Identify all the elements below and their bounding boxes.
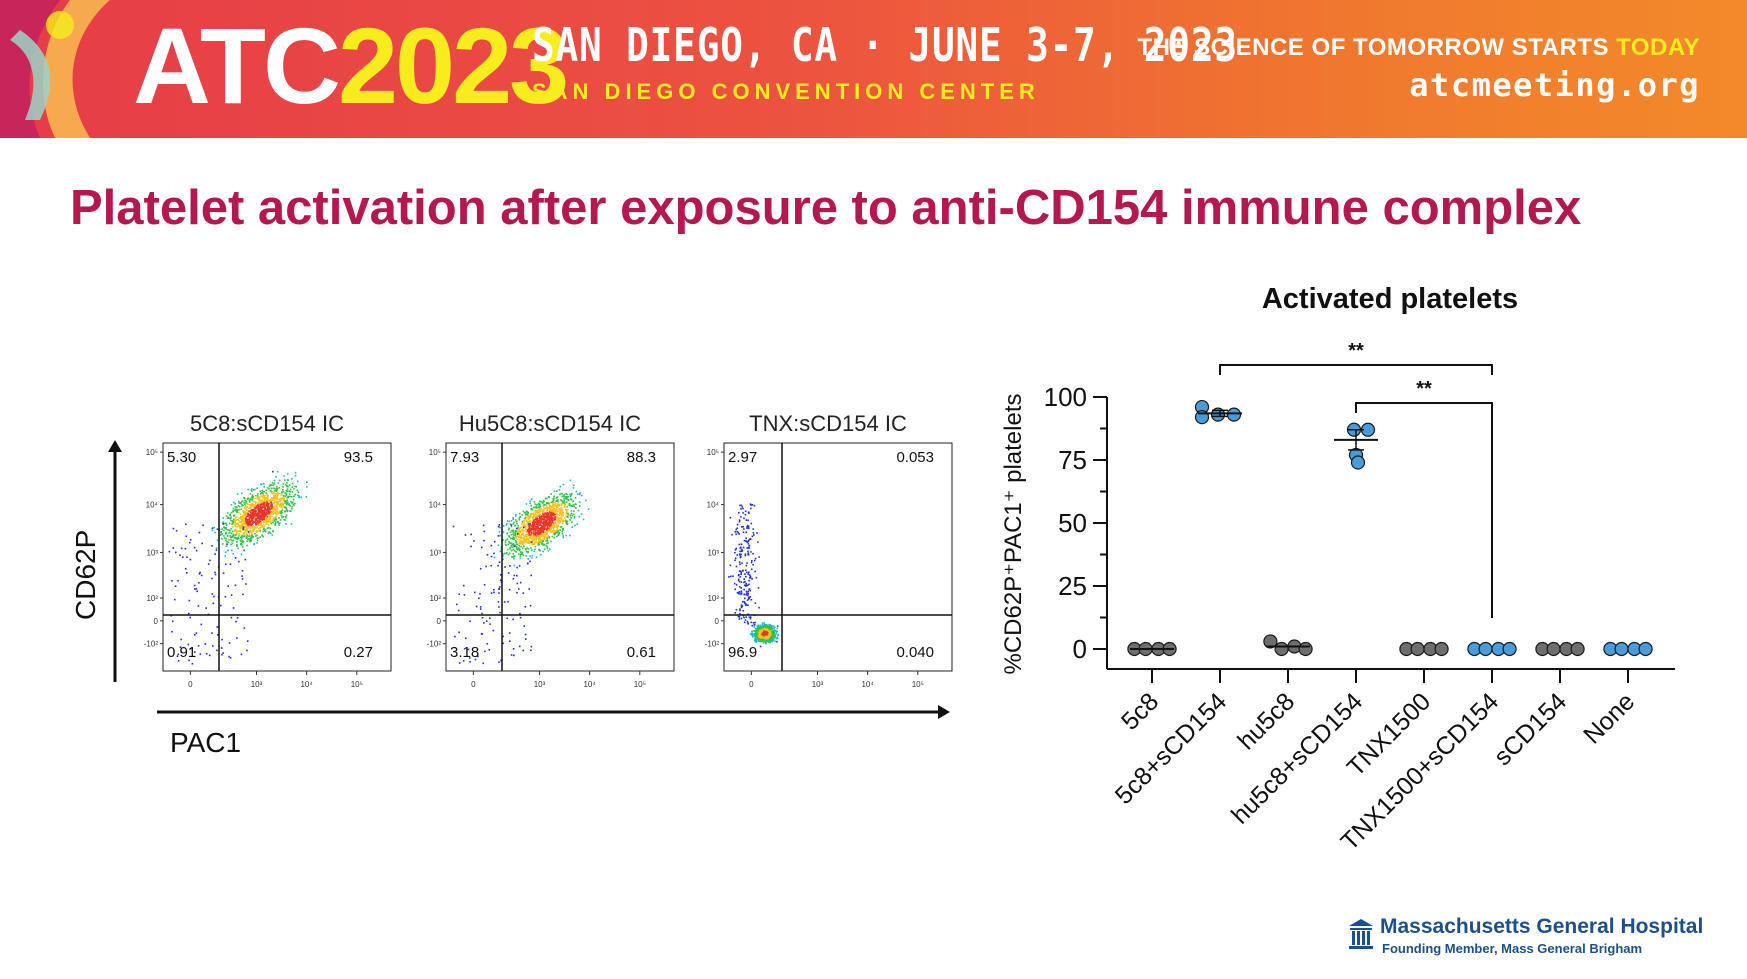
flow-x-tick-label: 10³ — [251, 680, 263, 689]
location-line: SAN DIEGO, CA · JUNE 3-7, 2023 — [532, 18, 1238, 72]
data-point — [1210, 407, 1226, 422]
y-tick-label: 25 — [1058, 571, 1087, 601]
flow-x-tick-label: 10³ — [812, 680, 824, 689]
flow-y-tick-label: 0 — [437, 617, 442, 626]
quadrant-upper-right: 93.5 — [344, 449, 373, 466]
flow-x-tick-label: 10⁵ — [634, 680, 646, 689]
flow-y-tick-label: 10² — [707, 594, 719, 603]
quadrant-upper-right: 88.3 — [627, 449, 656, 466]
flow-x-tick-label: 10⁴ — [300, 680, 313, 689]
data-point — [1546, 641, 1561, 657]
data-point — [1478, 641, 1493, 657]
quadrant-upper-left: 5.30 — [167, 449, 196, 466]
data-point — [1263, 634, 1278, 649]
flow-x-tick-label: 10³ — [534, 680, 546, 689]
flow-y-tick-label: 0 — [715, 617, 720, 626]
flow-y-tick-label: 10⁵ — [707, 448, 719, 457]
flow-panel-frame — [445, 442, 675, 672]
data-point — [1226, 407, 1242, 422]
quadrant-upper-left: 7.93 — [450, 449, 479, 466]
flow-y-tick-label: -10² — [705, 640, 720, 649]
data-point — [1350, 455, 1366, 470]
x-tick-label: None — [1578, 687, 1640, 749]
mgh-building-icon — [1349, 919, 1373, 949]
pac1-axis-label: PAC1 — [170, 727, 241, 758]
flow-density-cloud — [452, 479, 590, 665]
venue-line: SAN DIEGO CONVENTION CENTER — [532, 79, 1040, 104]
quadrant-lower-right: 0.27 — [344, 644, 373, 661]
flow-y-tick-label: 10³ — [707, 548, 719, 557]
data-point — [1638, 641, 1653, 657]
data-point — [1614, 641, 1629, 657]
tagline-highlight: TODAY — [1616, 34, 1700, 61]
flow-y-tick-label: 10⁴ — [429, 501, 442, 510]
quadrant-upper-left: 2.97 — [728, 449, 757, 466]
flow-y-tick-label: 10⁵ — [146, 448, 158, 457]
conference-banner: ATC2023 SAN DIEGO, CA · JUNE 3-7, 2023 S… — [0, 0, 1747, 138]
flow-y-tick-label: 10² — [429, 594, 441, 603]
org-subtitle: Founding Member, Mass General Brigham — [1382, 941, 1643, 956]
flow-x-tick-label: 0 — [188, 680, 193, 689]
quadrant-lower-left: 3.18 — [450, 644, 479, 661]
data-point — [1570, 641, 1585, 657]
data-point — [1410, 641, 1425, 657]
tagline-main: THE SCIENCE OF TOMORROW STARTS — [1137, 34, 1617, 61]
flow-panel-frame — [723, 442, 953, 672]
flow-panel-title: TNX:sCD154 IC — [749, 411, 907, 436]
flow-y-tick-label: 10⁴ — [707, 501, 720, 510]
flow-x-tick-label: 10⁴ — [861, 680, 874, 689]
flow-y-tick-label: 10⁴ — [146, 501, 159, 510]
quadrant-lower-right: 0.040 — [896, 644, 934, 661]
y-tick-label: 100 — [1044, 382, 1087, 412]
tagline: THE SCIENCE OF TOMORROW STARTS TODAY — [1138, 34, 1701, 62]
website-link[interactable]: atcmeeting.org — [1409, 66, 1700, 104]
flow-density-cloud — [728, 503, 780, 648]
flow-y-tick-label: -10² — [144, 640, 159, 649]
significance-bracket-2 — [1355, 402, 1493, 618]
y-tick-label: 50 — [1058, 508, 1087, 538]
flow-y-tick-label: 0 — [154, 617, 159, 626]
quadrant-lower-left: 96.9 — [728, 644, 757, 661]
quadrant-upper-right: 0.053 — [896, 449, 934, 466]
significance-label-2: ** — [1416, 378, 1432, 400]
brand-wordmark: ATC2023 — [133, 5, 569, 126]
x-tick-label: 5c8 — [1116, 687, 1164, 735]
significance-bracket-1 — [1219, 364, 1493, 375]
flow-panel-title: Hu5C8:sCD154 IC — [459, 411, 641, 436]
data-point — [1298, 641, 1313, 657]
x-tick-label: sCD154 — [1489, 687, 1573, 771]
cd62p-axis-label: CD62P — [70, 530, 101, 620]
significance-label-1: ** — [1348, 340, 1364, 362]
slide-title: Platelet activation after exposure to an… — [70, 181, 1582, 235]
y-tick-label: 0 — [1073, 634, 1087, 664]
org-name: Massachusetts General Hospital — [1380, 915, 1704, 938]
flow-x-tick-label: 0 — [749, 680, 754, 689]
flow-panel-title: 5C8:sCD154 IC — [190, 411, 344, 436]
quadrant-lower-left: 0.91 — [167, 644, 196, 661]
brand-name: ATC — [133, 5, 341, 126]
brand-year: 2023 — [337, 5, 569, 126]
conference-logo-shape — [0, 0, 110, 138]
flow-panel-frame — [162, 442, 392, 672]
pac1-axis-arrowhead — [938, 705, 950, 719]
flow-y-tick-label: -10² — [427, 640, 442, 649]
data-point — [1434, 641, 1449, 657]
cd62p-axis-arrowhead — [108, 440, 122, 452]
flow-y-tick-label: 10³ — [429, 548, 441, 557]
flow-x-tick-label: 10⁵ — [351, 680, 363, 689]
flow-x-tick-label: 0 — [471, 680, 476, 689]
chart-title: Activated platelets — [1262, 283, 1518, 315]
flow-x-tick-label: 10⁴ — [583, 680, 596, 689]
flow-y-tick-label: 10⁵ — [429, 448, 441, 457]
data-point — [1274, 641, 1289, 657]
y-axis-label: %CD62P⁺PAC1⁺ platelets — [1000, 393, 1027, 674]
flow-y-tick-label: 10³ — [146, 548, 158, 557]
data-point — [1502, 641, 1517, 657]
quadrant-lower-right: 0.61 — [627, 644, 656, 661]
y-tick-label: 75 — [1058, 445, 1087, 475]
flow-y-tick-label: 10² — [146, 594, 158, 603]
flow-density-cloud — [168, 470, 308, 665]
flow-x-tick-label: 10⁵ — [912, 680, 924, 689]
